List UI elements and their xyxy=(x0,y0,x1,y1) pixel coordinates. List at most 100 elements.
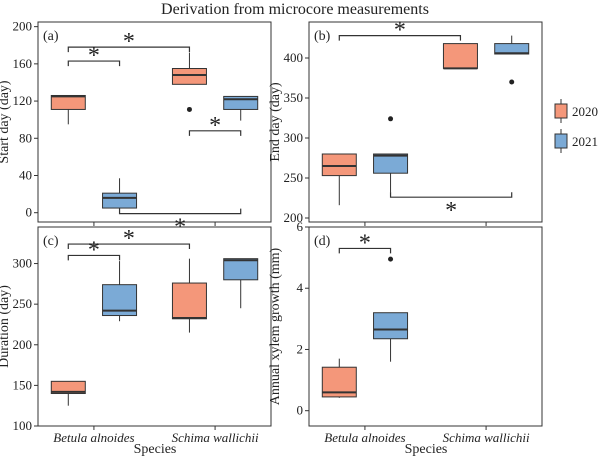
x-tick-label: Betula alnoides xyxy=(324,430,405,445)
y-tick-label: 40 xyxy=(19,167,32,182)
box-body xyxy=(223,258,259,281)
box-2021-1 xyxy=(494,35,530,85)
y-tick-label: 100 xyxy=(13,418,33,433)
legend-swatch xyxy=(554,103,568,119)
significance-star: * xyxy=(174,215,186,241)
box-2020-0 xyxy=(321,358,357,398)
x-axis-title-right: Species xyxy=(405,442,448,457)
y-tick-label: 4 xyxy=(297,280,304,295)
box-body xyxy=(50,380,86,395)
box-2021-0 xyxy=(373,256,409,362)
significance-star: * xyxy=(123,29,135,55)
y-tick-label: 0 xyxy=(26,205,33,220)
y-axis-title: End day (day) xyxy=(268,82,283,162)
x-tick-label: Schima wallichii xyxy=(172,430,259,445)
box-body xyxy=(442,43,478,69)
y-tick-label: 6 xyxy=(297,219,304,234)
axis-frame xyxy=(37,21,272,223)
box-body xyxy=(171,282,207,320)
y-tick-label: 120 xyxy=(13,93,33,108)
box-body xyxy=(102,192,138,209)
box-body xyxy=(373,153,409,174)
y-tick-label: 200 xyxy=(284,210,304,225)
panel-label: (c) xyxy=(43,234,59,249)
box-2021-1 xyxy=(223,258,259,309)
significance-bracket: * xyxy=(118,208,242,241)
outlier-point xyxy=(509,79,515,85)
box-2021-0 xyxy=(373,116,409,193)
chart-panel-1: 0 40 80 120 160 200 Start day (day) (a) * * * * xyxy=(0,19,272,241)
legend-label: 2021 xyxy=(572,134,598,149)
legend-label: 2020 xyxy=(572,104,598,119)
significance-star: * xyxy=(394,18,406,44)
box-2020-0 xyxy=(321,153,357,206)
box-body xyxy=(321,153,357,177)
box-2021-1 xyxy=(223,95,259,121)
box-2020-1 xyxy=(442,43,478,70)
box-2020-0 xyxy=(50,380,86,406)
y-tick-label: 2 xyxy=(297,341,304,356)
y-axis-title: Duration (day) xyxy=(0,285,12,368)
box-2020-0 xyxy=(50,94,86,125)
y-tick-label: 200 xyxy=(13,337,33,352)
bracket-line xyxy=(118,208,242,215)
box-body xyxy=(373,312,409,340)
bracket-line xyxy=(67,243,191,250)
y-axis-title: Start day (day) xyxy=(0,80,12,164)
bracket-line xyxy=(67,254,121,261)
figure-title: Derivation from microcore measurements xyxy=(161,1,429,18)
significance-star: * xyxy=(88,43,100,69)
y-tick-label: 300 xyxy=(284,130,304,145)
x-tick-label: Schima wallichii xyxy=(443,430,530,445)
legend: 2020 2021 xyxy=(554,99,598,153)
box-2021-0 xyxy=(102,261,138,322)
box-body xyxy=(171,68,207,85)
axis-frame xyxy=(308,21,543,223)
significance-bracket: * xyxy=(67,237,121,263)
panel-label: (d) xyxy=(314,234,331,249)
y-tick-label: 250 xyxy=(13,296,33,311)
significance-star: * xyxy=(123,226,135,252)
y-axis-title: Annual xylem growth (mm) xyxy=(268,247,283,405)
bracket-line xyxy=(67,60,121,67)
significance-star: * xyxy=(88,237,100,263)
y-tick-label: 160 xyxy=(13,56,33,71)
bracket-line xyxy=(389,192,513,198)
chart-panel-3: 100 150 200 250 300 Betula alnoides Schima wal… xyxy=(0,226,272,445)
legend-swatch xyxy=(554,133,568,149)
x-axis-title-left: Species xyxy=(134,442,177,457)
box-body xyxy=(50,94,86,110)
y-tick-label: 200 xyxy=(13,19,33,34)
significance-bracket: * xyxy=(67,226,191,252)
bracket-line xyxy=(67,46,191,53)
significance-bracket: * xyxy=(67,43,121,69)
panel-label: (a) xyxy=(43,29,59,44)
bracket-line xyxy=(338,247,392,254)
significance-bracket: * xyxy=(67,29,191,55)
y-tick-label: 80 xyxy=(19,130,32,145)
chart-panel-4: 0 2 4 6 Betula alnoides Schima wallichii Annua… xyxy=(268,219,543,445)
significance-bracket: * xyxy=(188,113,242,139)
outlier-point xyxy=(186,106,192,112)
y-tick-label: 150 xyxy=(13,377,33,392)
outlier-point xyxy=(388,256,394,262)
x-tick-label: Betula alnoides xyxy=(53,430,134,445)
significance-bracket: * xyxy=(338,18,462,44)
significance-star: * xyxy=(209,113,221,139)
outlier-point xyxy=(388,116,394,122)
box-2021-0 xyxy=(102,178,138,209)
y-tick-label: 250 xyxy=(284,170,304,185)
significance-star: * xyxy=(445,198,457,224)
significance-star: * xyxy=(359,230,371,256)
box-2020-1 xyxy=(171,258,207,333)
significance-bracket: * xyxy=(389,192,513,224)
x-axis-titles: Species Species xyxy=(134,442,448,457)
significance-bracket: * xyxy=(338,230,392,256)
bracket-line xyxy=(188,130,242,136)
box-2020-1 xyxy=(171,52,207,112)
y-tick-label: 350 xyxy=(284,90,304,105)
y-tick-label: 0 xyxy=(297,403,304,418)
bracket-line xyxy=(338,35,462,41)
